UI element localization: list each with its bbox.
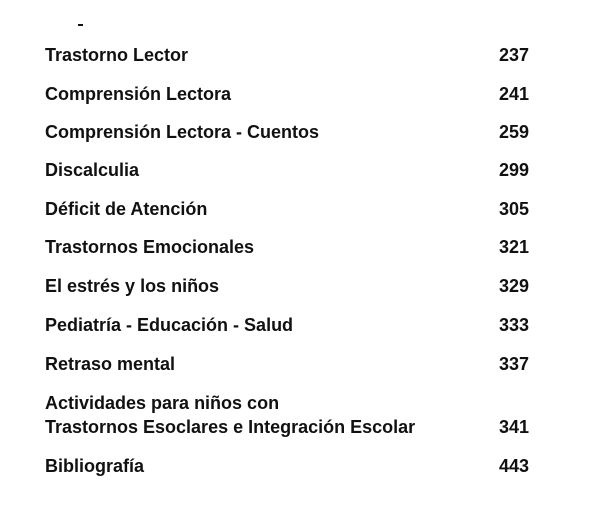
toc-entry-page: 341 xyxy=(498,417,529,437)
toc-entry-page: 237 xyxy=(498,45,529,65)
toc-entry-title: Actividades para niños con Trastornos Es… xyxy=(45,393,416,437)
toc-entry-title: Déficit de Atención xyxy=(45,199,208,219)
toc-entry: Retraso mental 337 xyxy=(45,352,529,376)
toc-entry-title: Trastorno Lector xyxy=(45,45,189,65)
toc-entry-page: 241 xyxy=(498,84,529,104)
toc-entry-page: 337 xyxy=(498,354,529,374)
toc-entry-title: El estrés y los niños xyxy=(45,276,220,296)
toc-entry: Discalculia 299 xyxy=(45,158,529,182)
toc-entry-page: 333 xyxy=(498,315,529,335)
toc-entry-title: Pediatría - Educación - Salud xyxy=(45,315,294,335)
toc-entry-page: 305 xyxy=(498,199,529,219)
toc-entry-page: 443 xyxy=(498,456,529,476)
toc-entry: Trastornos Emocionales 321 xyxy=(45,235,529,259)
toc-entry: Comprensión Lectora - Cuentos 259 xyxy=(45,120,529,144)
toc-entry: Pediatría - Educación - Salud 333 xyxy=(45,313,529,337)
toc-entry: Comprensión Lectora 241 xyxy=(45,82,529,106)
toc-entry: El estrés y los niños 329 xyxy=(45,274,529,298)
toc-entry: Actividades para niños con Trastornos Es… xyxy=(45,391,529,439)
toc-entry-page: 299 xyxy=(498,160,529,180)
toc-entry-title: Discalculia xyxy=(45,160,140,180)
dash-mark xyxy=(78,24,83,26)
toc-entry-title: Bibliografía xyxy=(45,456,145,476)
toc-entry-page: 321 xyxy=(498,237,529,257)
toc-entry-page: 329 xyxy=(498,276,529,296)
toc-entry: Déficit de Atención 305 xyxy=(45,197,529,221)
toc-entry-title: Trastornos Emocionales xyxy=(45,237,255,257)
toc-entry-page: 259 xyxy=(498,122,529,142)
toc-entry-title: Retraso mental xyxy=(45,354,176,374)
toc-entry-title: Comprensión Lectora xyxy=(45,84,232,104)
toc-entry: Trastorno Lector 237 xyxy=(45,43,529,67)
toc-entry: Bibliografía 443 xyxy=(45,454,529,478)
toc-entry-title: Comprensión Lectora - Cuentos xyxy=(45,122,320,142)
